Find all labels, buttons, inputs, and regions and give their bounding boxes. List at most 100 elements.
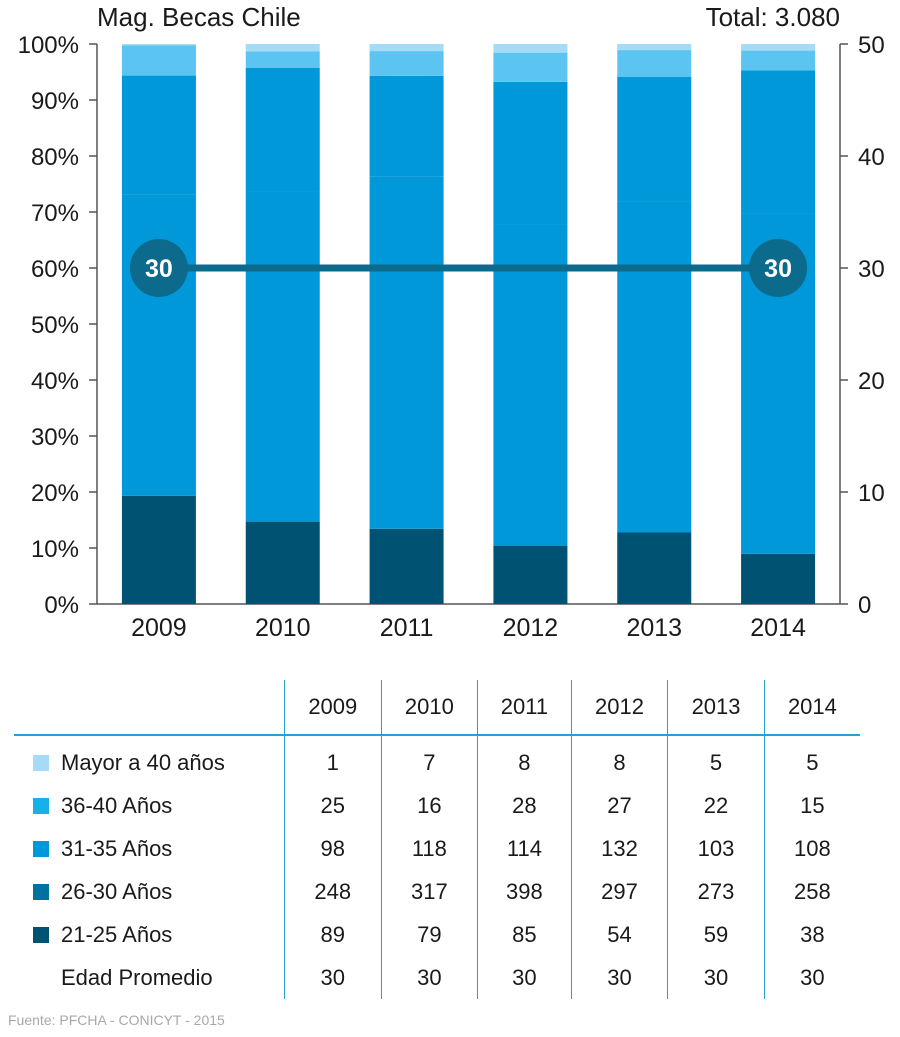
legend-swatch <box>33 797 49 814</box>
table-cell: 30 <box>667 956 765 999</box>
bar-segment-2013-4 <box>617 44 692 51</box>
left-tick-label: 20% <box>31 480 79 507</box>
bar-segment-2009-0 <box>121 495 196 604</box>
x-tick-label: 2010 <box>255 614 311 642</box>
left-tick-label: 100% <box>18 32 79 59</box>
table-cell: 5 <box>763 735 860 784</box>
bar-segment-2010-0 <box>245 521 320 604</box>
right-tick-label: 40 <box>858 144 885 171</box>
table-cell: 1 <box>284 735 382 784</box>
right-tick-label: 20 <box>858 368 885 395</box>
table-row: 36-40 Años 25 16 28 27 22 15 <box>14 784 860 827</box>
bar-segment-2014-3 <box>741 50 816 71</box>
table-cell: 30 <box>763 956 860 999</box>
table-cell: 317 <box>380 870 478 913</box>
table-cell: 59 <box>667 913 765 956</box>
table-year-header: 2012 <box>570 680 668 735</box>
bar-segment-2012-1 <box>493 224 568 546</box>
bar-segment-2013-2 <box>617 76 692 202</box>
legend-swatch <box>33 926 49 943</box>
table-cell: 103 <box>667 827 765 870</box>
table-cell: 30 <box>284 956 382 999</box>
row-label-text: 26-30 Años <box>61 878 173 904</box>
bar-segment-2013-3 <box>617 50 692 77</box>
bar-segment-2011-0 <box>369 528 444 604</box>
bar-segment-2012-4 <box>493 44 568 53</box>
data-table: 2009 2010 2011 2012 2013 2014 Mayor a 40 años… <box>14 680 860 999</box>
bar-segment-2010-3 <box>245 51 320 68</box>
table-cell: 89 <box>284 913 382 956</box>
bar-segment-2012-3 <box>493 52 568 82</box>
bar-segment-2014-0 <box>741 553 816 604</box>
left-tick-label: 80% <box>31 144 79 171</box>
table-year-header: 2010 <box>380 680 478 735</box>
table-year-header: 2013 <box>667 680 765 735</box>
left-tick-label: 60% <box>31 256 79 283</box>
row-label-text: 21-25 Años <box>61 921 173 947</box>
right-tick-label: 30 <box>858 256 885 283</box>
legend-swatch <box>33 840 49 857</box>
bar-segment-2013-1 <box>617 201 692 533</box>
x-tick-label: 2011 <box>380 614 434 642</box>
left-tick-label: 40% <box>31 368 79 395</box>
table-cell: 5 <box>667 735 765 784</box>
left-tick-label: 10% <box>31 536 79 563</box>
table-row: 26-30 Años 248 317 398 297 273 258 <box>14 870 860 913</box>
table-cell: 16 <box>380 784 478 827</box>
table-cell: 22 <box>667 784 765 827</box>
right-tick-label: 50 <box>858 32 885 59</box>
table-cell: 8 <box>570 735 668 784</box>
row-label: 26-30 Años <box>14 870 285 913</box>
source-note: Fuente: PFCHA - CONICYT - 2015 <box>8 1012 225 1028</box>
table-row: Mayor a 40 años 1 7 8 8 5 5 <box>14 735 860 784</box>
table-cell: 132 <box>570 827 668 870</box>
table-cell: 27 <box>570 784 668 827</box>
table-cell: 398 <box>477 870 572 913</box>
chart-total: Total: 3.080 <box>705 2 840 32</box>
table-cell: 114 <box>477 827 572 870</box>
average-marker <box>129 239 188 297</box>
right-tick-label: 0 <box>858 592 871 619</box>
table-cell: 28 <box>477 784 572 827</box>
row-label-text: 36-40 Años <box>61 792 173 818</box>
x-tick-label: 2012 <box>503 614 559 642</box>
legend-swatch <box>33 754 49 771</box>
row-label: 21-25 Años <box>14 913 285 956</box>
right-tick-label: 10 <box>858 480 885 507</box>
table-cell: 85 <box>477 913 572 956</box>
left-tick-label: 70% <box>31 200 79 227</box>
x-tick-label: 2013 <box>626 614 682 642</box>
chart-title: Mag. Becas Chile <box>97 2 301 32</box>
table-row: Edad Promedio 30 30 30 30 30 30 <box>14 956 860 999</box>
table-cell: 248 <box>284 870 382 913</box>
table-cell: 25 <box>284 784 382 827</box>
table-cell: 30 <box>570 956 668 999</box>
table-year-header: 2011 <box>477 680 572 735</box>
table-cell: 98 <box>284 827 382 870</box>
table-cell: 7 <box>380 735 478 784</box>
bar-segment-2012-0 <box>493 545 568 604</box>
legend-swatch <box>33 970 49 986</box>
bar-segment-2014-4 <box>741 44 816 51</box>
x-tick-label: 2014 <box>750 614 806 642</box>
row-label: 31-35 Años <box>14 827 285 870</box>
table-cell: 118 <box>380 827 478 870</box>
bar-segment-2009-4 <box>121 44 196 46</box>
table-cell: 8 <box>477 735 572 784</box>
left-tick-label: 0% <box>44 592 79 619</box>
table-row: 31-35 Años 98 118 114 132 103 108 <box>14 827 860 870</box>
row-label: Edad Promedio <box>14 956 285 999</box>
table-cell: 79 <box>380 913 478 956</box>
bar-segment-2011-1 <box>369 176 444 529</box>
row-label-text: Edad Promedio <box>61 964 213 990</box>
bar-segment-2013-0 <box>617 532 692 604</box>
bar-segment-2010-1 <box>245 191 320 522</box>
table-cell: 30 <box>477 956 572 999</box>
bar-segment-2012-2 <box>493 81 568 225</box>
row-label-text: 31-35 Años <box>61 835 173 861</box>
row-label: Mayor a 40 años <box>14 735 285 784</box>
left-tick-label: 30% <box>31 424 79 451</box>
left-tick-label: 90% <box>31 88 79 115</box>
bar-segment-2011-2 <box>369 75 444 177</box>
table-cell: 108 <box>763 827 860 870</box>
